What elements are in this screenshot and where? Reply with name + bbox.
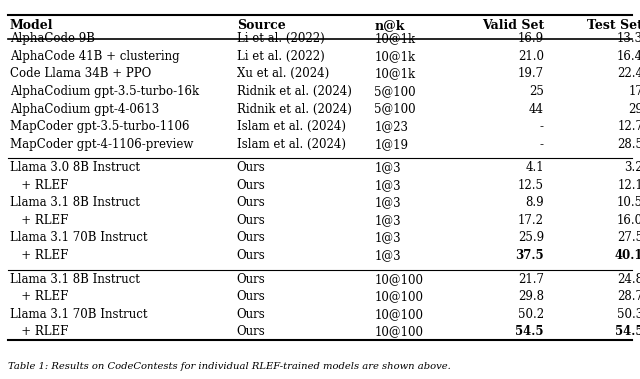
Text: 1@3: 1@3 [374, 179, 401, 192]
Text: Source: Source [237, 19, 285, 32]
Text: Table 1: Results on CodeContests for individual RLEF-trained models are shown ab: Table 1: Results on CodeContests for ind… [8, 362, 451, 371]
Text: 21.7: 21.7 [518, 273, 544, 286]
Text: 10@100: 10@100 [374, 325, 424, 338]
Text: 16.9: 16.9 [518, 32, 544, 45]
Text: 10@1k: 10@1k [374, 50, 415, 63]
Text: 50.2: 50.2 [518, 308, 544, 321]
Text: Ours: Ours [237, 273, 266, 286]
Text: 25: 25 [529, 85, 544, 98]
Text: AlphaCode 9B: AlphaCode 9B [10, 32, 95, 45]
Text: 40.1: 40.1 [614, 249, 640, 262]
Text: 25.9: 25.9 [518, 232, 544, 244]
Text: 16.0: 16.0 [617, 214, 640, 227]
Text: 5@100: 5@100 [374, 103, 416, 116]
Text: Ours: Ours [237, 179, 266, 192]
Text: MapCoder gpt-4-1106-preview: MapCoder gpt-4-1106-preview [10, 138, 193, 150]
Text: 12.1: 12.1 [618, 179, 640, 192]
Text: + RLEF: + RLEF [10, 179, 68, 192]
Text: 24.8: 24.8 [617, 273, 640, 286]
Text: 12.7: 12.7 [617, 120, 640, 133]
Text: 4.1: 4.1 [525, 161, 544, 174]
Text: 8.9: 8.9 [525, 196, 544, 210]
Text: 1@19: 1@19 [374, 138, 408, 150]
Text: Valid Set: Valid Set [482, 19, 544, 32]
Text: Ours: Ours [237, 196, 266, 210]
Text: 1@3: 1@3 [374, 196, 401, 210]
Text: 16.4: 16.4 [617, 50, 640, 63]
Text: AlphaCode 41B + clustering: AlphaCode 41B + clustering [10, 50, 179, 63]
Text: MapCoder gpt-3.5-turbo-1106: MapCoder gpt-3.5-turbo-1106 [10, 120, 189, 133]
Text: 10@100: 10@100 [374, 308, 424, 321]
Text: 1@3: 1@3 [374, 214, 401, 227]
Text: Ours: Ours [237, 325, 266, 338]
Text: Test Set: Test Set [588, 19, 640, 32]
Text: 28.5: 28.5 [617, 138, 640, 150]
Text: 10@1k: 10@1k [374, 32, 415, 45]
Text: 13.3: 13.3 [617, 32, 640, 45]
Text: + RLEF: + RLEF [10, 214, 68, 227]
Text: 3.2: 3.2 [625, 161, 640, 174]
Text: 10@1k: 10@1k [374, 67, 415, 80]
Text: 54.5: 54.5 [515, 325, 544, 338]
Text: 10@100: 10@100 [374, 290, 424, 303]
Text: Ours: Ours [237, 290, 266, 303]
Text: 1@3: 1@3 [374, 161, 401, 174]
Text: 28.7: 28.7 [617, 290, 640, 303]
Text: Li et al. (2022): Li et al. (2022) [237, 32, 324, 45]
Text: + RLEF: + RLEF [10, 249, 68, 262]
Text: Code Llama 34B + PPO: Code Llama 34B + PPO [10, 67, 151, 80]
Text: -: - [540, 120, 544, 133]
Text: 29: 29 [628, 103, 640, 116]
Text: 29.8: 29.8 [518, 290, 544, 303]
Text: 1@3: 1@3 [374, 232, 401, 244]
Text: Llama 3.1 8B Instruct: Llama 3.1 8B Instruct [10, 196, 140, 210]
Text: 22.4: 22.4 [617, 67, 640, 80]
Text: Ours: Ours [237, 161, 266, 174]
Text: 54.5: 54.5 [614, 325, 640, 338]
Text: Ridnik et al. (2024): Ridnik et al. (2024) [237, 103, 351, 116]
Text: 10.5: 10.5 [617, 196, 640, 210]
Text: 44: 44 [529, 103, 544, 116]
Text: + RLEF: + RLEF [10, 290, 68, 303]
Text: Li et al. (2022): Li et al. (2022) [237, 50, 324, 63]
Text: AlphaCodium gpt-4-0613: AlphaCodium gpt-4-0613 [10, 103, 159, 116]
Text: n@k: n@k [374, 19, 404, 32]
Text: 12.5: 12.5 [518, 179, 544, 192]
Text: Ours: Ours [237, 232, 266, 244]
Text: Ours: Ours [237, 214, 266, 227]
Text: Ours: Ours [237, 308, 266, 321]
Text: Model: Model [10, 19, 53, 32]
Text: 21.0: 21.0 [518, 50, 544, 63]
Text: 27.5: 27.5 [617, 232, 640, 244]
Text: 1@3: 1@3 [374, 249, 401, 262]
Text: 5@100: 5@100 [374, 85, 416, 98]
Text: Llama 3.0 8B Instruct: Llama 3.0 8B Instruct [10, 161, 140, 174]
Text: Llama 3.1 70B Instruct: Llama 3.1 70B Instruct [10, 308, 147, 321]
Text: Islam et al. (2024): Islam et al. (2024) [237, 138, 346, 150]
Text: AlphaCodium gpt-3.5-turbo-16k: AlphaCodium gpt-3.5-turbo-16k [10, 85, 199, 98]
Text: 19.7: 19.7 [518, 67, 544, 80]
Text: 17.2: 17.2 [518, 214, 544, 227]
Text: 1@23: 1@23 [374, 120, 408, 133]
Text: + RLEF: + RLEF [10, 325, 68, 338]
Text: 37.5: 37.5 [515, 249, 544, 262]
Text: -: - [540, 138, 544, 150]
Text: 50.3: 50.3 [617, 308, 640, 321]
Text: Ridnik et al. (2024): Ridnik et al. (2024) [237, 85, 351, 98]
Text: Ours: Ours [237, 249, 266, 262]
Text: 10@100: 10@100 [374, 273, 424, 286]
Text: Xu et al. (2024): Xu et al. (2024) [237, 67, 329, 80]
Text: 17: 17 [628, 85, 640, 98]
Text: Llama 3.1 70B Instruct: Llama 3.1 70B Instruct [10, 232, 147, 244]
Text: Islam et al. (2024): Islam et al. (2024) [237, 120, 346, 133]
Text: Llama 3.1 8B Instruct: Llama 3.1 8B Instruct [10, 273, 140, 286]
